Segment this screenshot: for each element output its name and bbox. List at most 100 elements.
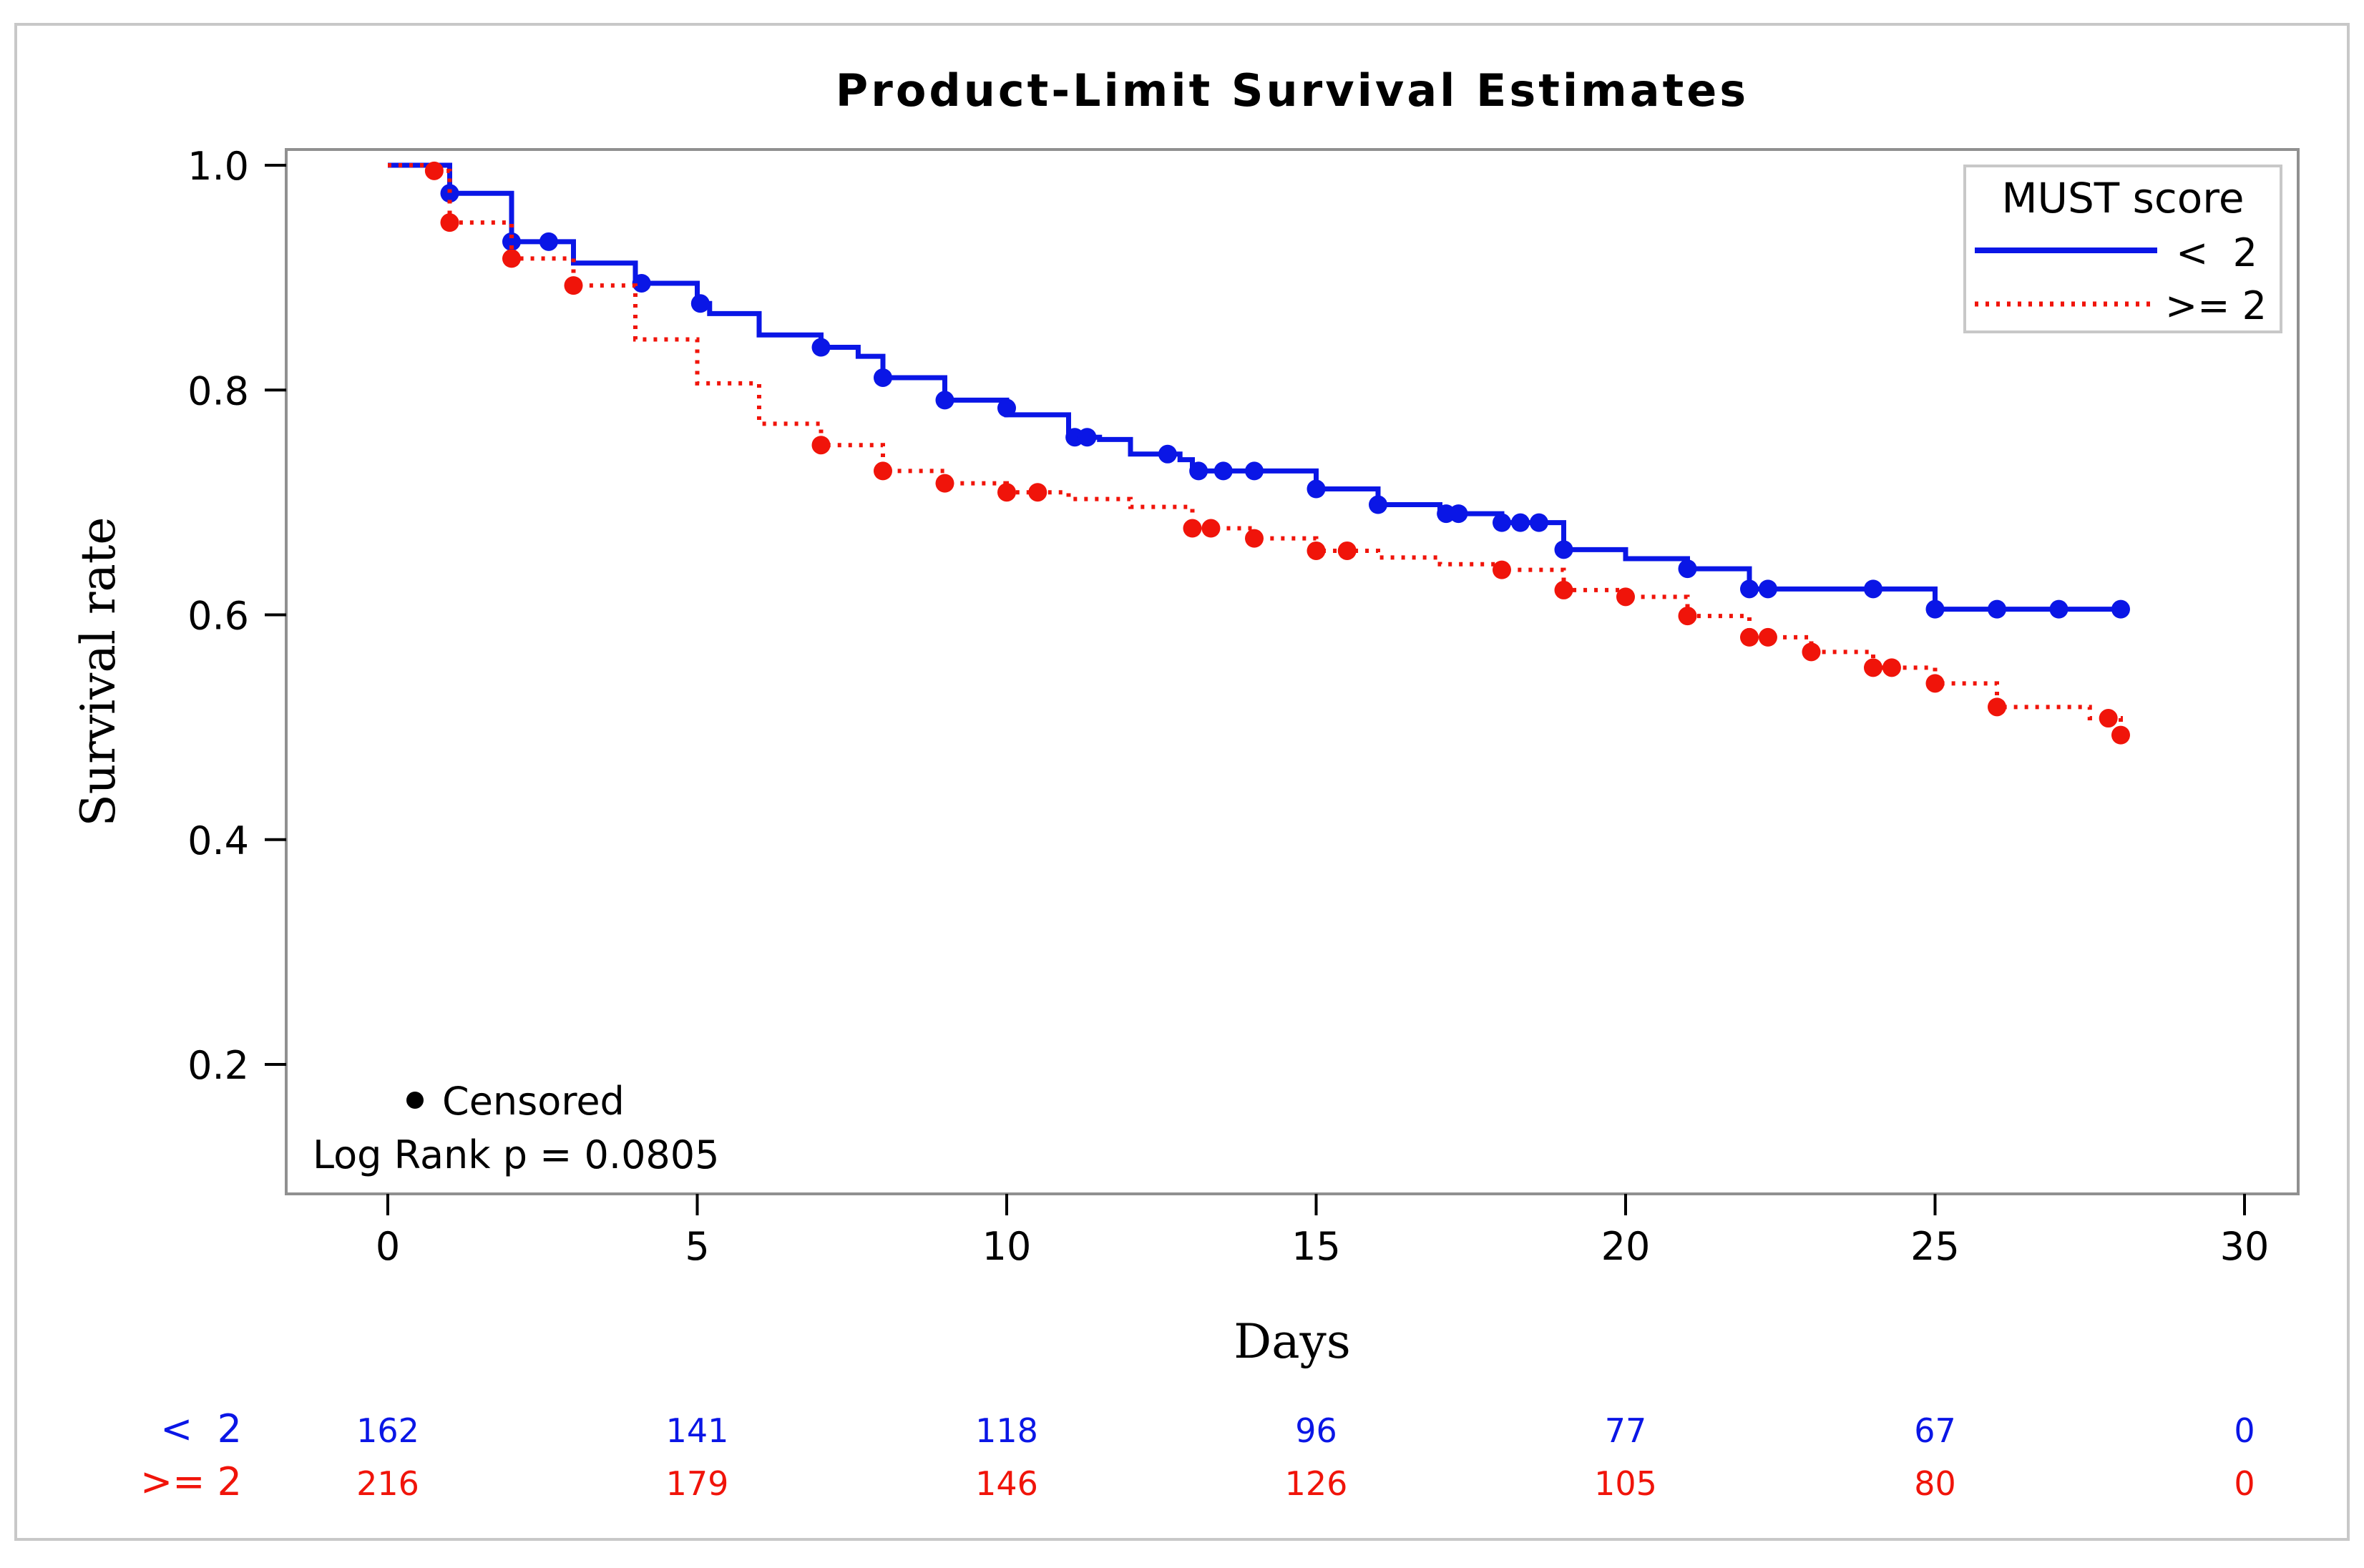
censor-point-low [1369,495,1387,514]
censor-point-low [1449,504,1468,524]
at-risk-count-high: 216 [356,1464,419,1503]
censor-point-high [1616,587,1635,607]
at-risk-count-high: 0 [2234,1464,2255,1503]
censor-point-low [811,338,831,357]
legend-entry-high: >= 2 [2165,283,2267,328]
x-tick-label: 0 [376,1224,400,1269]
at-risk-count-low: 0 [2234,1411,2255,1450]
censor-point-low [539,232,558,251]
censor-point-low [1189,461,1208,481]
censor-point-high [1245,529,1264,548]
censor-point-low [1510,513,1530,532]
censor-point-high [1740,627,1759,647]
censor-point-low [502,232,521,251]
censor-point-low [997,398,1016,418]
plot-area [285,148,2300,1195]
censor-point-high [1882,658,1901,677]
censor-point-high [1493,560,1511,579]
censor-point-low [1158,444,1177,464]
series-layer [388,161,2130,745]
censor-point-low [1988,599,2006,619]
y-tick-label: 1.0 [187,144,249,189]
censor-point-high [1678,607,1697,626]
censor-point-high [811,436,831,455]
censor-point-low [935,391,954,410]
censor-point-high [1306,541,1326,560]
censor-point-high [1554,580,1573,599]
at-risk-count-high: 179 [666,1464,729,1503]
log-rank-annotation: Log Rank p = 0.0805 [313,1132,720,1177]
censor-point-low [1554,540,1573,559]
at-risk-label-low: < 2 [160,1406,242,1451]
censor-point-high [1802,642,1821,662]
at-risk-count-high: 126 [1285,1464,1348,1503]
censor-point-high [564,276,583,295]
censor-point-low [874,368,892,387]
at-risk-count-high: 105 [1594,1464,1657,1503]
at-risk-table: < 2 >= 2 162 141 118 96 77 67 0 216 179 146 126 105… [140,1406,2255,1504]
censor-point-low [1864,579,1882,599]
y-axis: 0.2 0.4 0.6 0.8 1.0 [187,144,286,1088]
figure-border [14,23,2350,1541]
at-risk-count-high: 80 [1914,1464,1956,1503]
censor-point-low [440,184,459,203]
at-risk-count-low: 77 [1605,1411,1647,1450]
censor-point-low [1493,513,1511,532]
y-axis-label: Survival rate [71,517,126,827]
x-axis: 0 5 10 15 20 25 30 [376,1194,2270,1269]
at-risk-count-high: 146 [975,1464,1038,1503]
x-tick-label: 25 [1910,1224,1960,1269]
x-axis-label: Days [1234,1314,1350,1369]
censor-point-low [1245,461,1264,481]
censor-point-low [1925,599,1945,619]
at-risk-count-low: 67 [1914,1411,1956,1450]
legend-title: MUST score [2001,174,2244,222]
x-tick-label: 30 [2220,1224,2270,1269]
y-tick-label: 0.6 [187,594,249,639]
censor-point-high [1337,541,1357,560]
censor-point-high [1988,697,2006,717]
censor-point-low [2111,599,2130,619]
x-tick-label: 15 [1291,1224,1341,1269]
legend-entry-low: < 2 [2176,230,2257,275]
x-tick-label: 10 [982,1224,1032,1269]
censor-point-low [632,273,651,293]
censored-marker-key [406,1092,424,1109]
x-tick-label: 20 [1601,1224,1651,1269]
censor-point-high [1925,674,1945,693]
at-risk-count-low: 96 [1295,1411,1337,1450]
censor-point-high [997,483,1016,502]
y-tick-label: 0.4 [187,818,249,863]
censor-point-low [1740,579,1759,599]
censor-point-high [1758,627,1777,647]
at-risk-count-low: 162 [356,1411,419,1450]
censored-label: Censored [442,1079,625,1124]
censor-point-high [502,249,521,268]
censor-point-high [2099,709,2118,728]
censor-point-high [1201,519,1221,538]
x-tick-label: 5 [685,1224,709,1269]
censor-point-high [874,461,892,481]
legend: MUST score < 2 >= 2 [1963,165,2282,333]
chart-title: Product-Limit Survival Estimates [836,64,1749,117]
y-tick-label: 0.8 [187,368,249,413]
censor-point-high [2111,725,2130,745]
censor-point-low [690,294,710,313]
censor-point-low [2049,599,2068,619]
censor-point-low [1529,513,1548,532]
censor-point-low [1213,461,1233,481]
censor-point-high [424,161,444,180]
censor-point-low [1306,479,1326,499]
censor-point-high [1028,483,1047,502]
at-risk-label-high: >= 2 [140,1459,242,1504]
y-tick-label: 0.2 [187,1043,249,1088]
at-risk-count-low: 118 [975,1411,1038,1450]
censor-point-high [935,474,954,493]
censor-point-low [1078,428,1097,447]
censor-point-high [440,213,459,232]
censor-point-low [1758,579,1777,599]
censor-point-high [1183,519,1202,538]
censor-point-high [1864,658,1882,677]
